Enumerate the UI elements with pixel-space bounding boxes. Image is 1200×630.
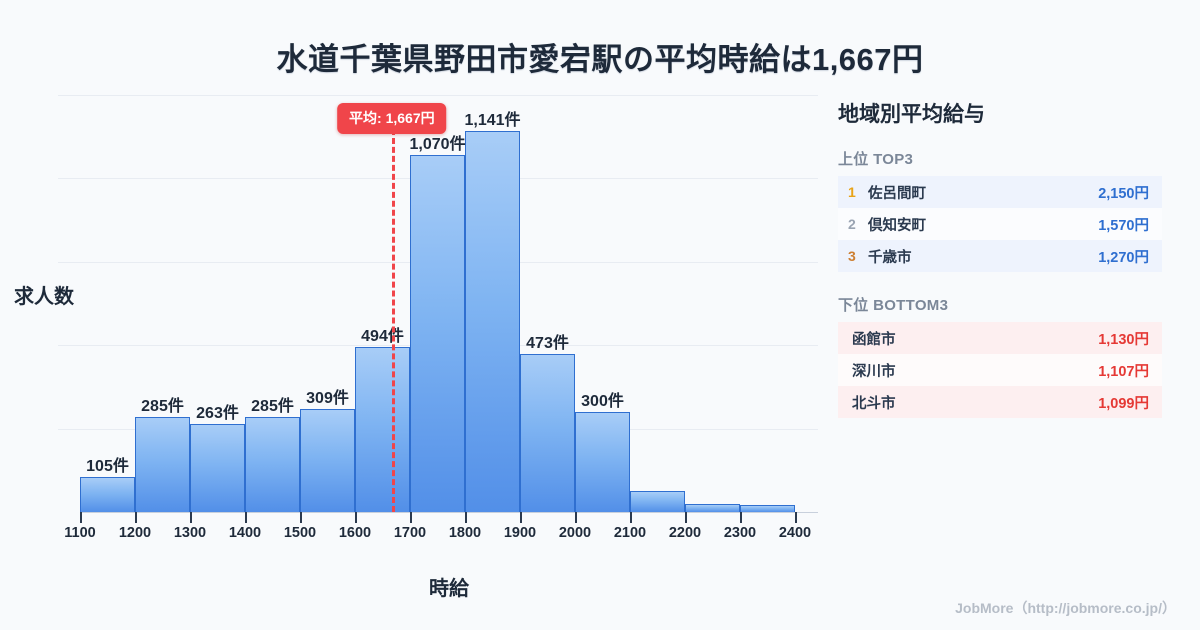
y-axis-title: 求人数 (14, 286, 74, 308)
x-tick (135, 512, 137, 523)
bar-value-label: 105件 (86, 457, 129, 475)
region-salary-value: 1,270円 (1098, 249, 1149, 266)
top3-table: 1 佐呂間町 2,150円 2 倶知安町 1,570円 3 千歳市 1,270円 (838, 176, 1162, 272)
histogram-bar (410, 155, 465, 512)
x-tick (740, 512, 742, 523)
rank-number: 3 (848, 248, 856, 264)
x-tick (410, 512, 412, 523)
x-axis-line (80, 512, 818, 513)
rank-number: 1 (848, 184, 856, 200)
x-tick (245, 512, 247, 523)
bar-value-label: 285件 (141, 397, 184, 415)
histogram-bar (355, 347, 410, 512)
histogram-bar (685, 504, 740, 512)
x-tick-label: 1300 (173, 525, 207, 541)
rank-row[interactable]: 函館市 1,130円 (838, 322, 1162, 354)
x-tick (355, 512, 357, 523)
x-tick-label: 1200 (118, 525, 152, 541)
x-axis-title: 時給 (429, 578, 469, 600)
histogram-bar (245, 416, 300, 512)
region-name: 倶知安町 (868, 217, 926, 234)
bottom3-heading: 下位 BOTTOM3 (838, 297, 949, 314)
x-tick (190, 512, 192, 523)
bar-value-label: 309件 (306, 389, 349, 407)
x-tick (795, 512, 797, 523)
average-badge: 平均: 1,667円 (337, 103, 447, 134)
x-tick (575, 512, 577, 523)
region-name: 佐呂間町 (868, 185, 926, 202)
histogram-bar (520, 354, 575, 512)
region-salary-sidebar: 地域別平均給与 上位 TOP3 1 佐呂間町 2,150円 2 倶知安町 1,570円 3 千… (838, 98, 1168, 440)
region-name: 千歳市 (868, 249, 912, 266)
histogram-bar (465, 131, 520, 512)
region-salary-value: 1,099円 (1098, 395, 1149, 412)
region-salary-value: 1,107円 (1098, 363, 1149, 380)
footer-credit: JobMore（http://jobmore.co.jp/） (955, 600, 1176, 616)
region-salary-value: 1,130円 (1098, 331, 1149, 348)
bar-value-label: 300件 (581, 392, 624, 410)
histogram-bar (190, 424, 245, 512)
gridline (58, 95, 818, 96)
x-tick-label: 1600 (338, 525, 372, 541)
rank-row[interactable]: 2 倶知安町 1,570円 (838, 208, 1162, 240)
x-tick-label: 1800 (448, 525, 482, 541)
region-name: 深川市 (852, 363, 896, 380)
x-tick-label: 1900 (503, 525, 537, 541)
region-name: 北斗市 (852, 395, 896, 412)
x-tick-label: 1500 (283, 525, 317, 541)
top3-heading: 上位 TOP3 (838, 151, 914, 168)
rank-row[interactable]: 北斗市 1,099円 (838, 386, 1162, 418)
histogram-bar (630, 491, 685, 512)
region-salary-value: 1,570円 (1098, 217, 1149, 234)
x-tick (80, 512, 82, 523)
x-tick-label: 1100 (64, 525, 96, 541)
rank-row[interactable]: 1 佐呂間町 2,150円 (838, 176, 1162, 208)
bar-value-label: 473件 (526, 335, 569, 353)
histogram-bar (575, 411, 630, 512)
rank-row[interactable]: 深川市 1,107円 (838, 354, 1162, 386)
page-title: 水道千葉県野田市愛宕駅の平均時給は1,667円 (276, 42, 924, 77)
region-salary-value: 2,150円 (1098, 185, 1149, 202)
rank-number: 2 (848, 216, 856, 232)
x-tick (300, 512, 302, 523)
bar-series (80, 95, 795, 512)
bar-value-label: 1,141件 (464, 112, 521, 130)
rank-row[interactable]: 3 千歳市 1,270円 (838, 240, 1162, 272)
bar-value-label: 494件 (361, 328, 404, 346)
histogram-bar (740, 505, 795, 512)
bottom3-table: 函館市 1,130円深川市 1,107円北斗市 1,099円 (838, 322, 1162, 418)
histogram-chart: 105件 285件 263件 285件 309件 494件 1,070件 1,141件 473件… (14, 95, 818, 600)
x-tick-label: 1700 (393, 525, 427, 541)
x-tick-label: 2100 (613, 525, 647, 541)
histogram-bar (300, 408, 355, 512)
x-tick-label: 2400 (778, 525, 812, 541)
histogram-bar (135, 416, 190, 512)
bar-value-label: 1,070件 (409, 136, 466, 154)
histogram-bar (80, 476, 135, 512)
x-tick (520, 512, 522, 523)
x-tick-label: 1400 (228, 525, 262, 541)
average-line (391, 120, 395, 512)
x-tick-label: 2200 (668, 525, 702, 541)
bar-value-label: 263件 (196, 405, 239, 423)
x-tick (465, 512, 467, 523)
sidebar-title: 地域別平均給与 (838, 103, 985, 126)
x-tick-label: 2000 (558, 525, 592, 541)
region-name: 函館市 (852, 331, 896, 348)
x-tick (630, 512, 632, 523)
x-tick-label: 2300 (723, 525, 757, 541)
bar-value-label: 285件 (251, 397, 294, 415)
x-tick (685, 512, 687, 523)
